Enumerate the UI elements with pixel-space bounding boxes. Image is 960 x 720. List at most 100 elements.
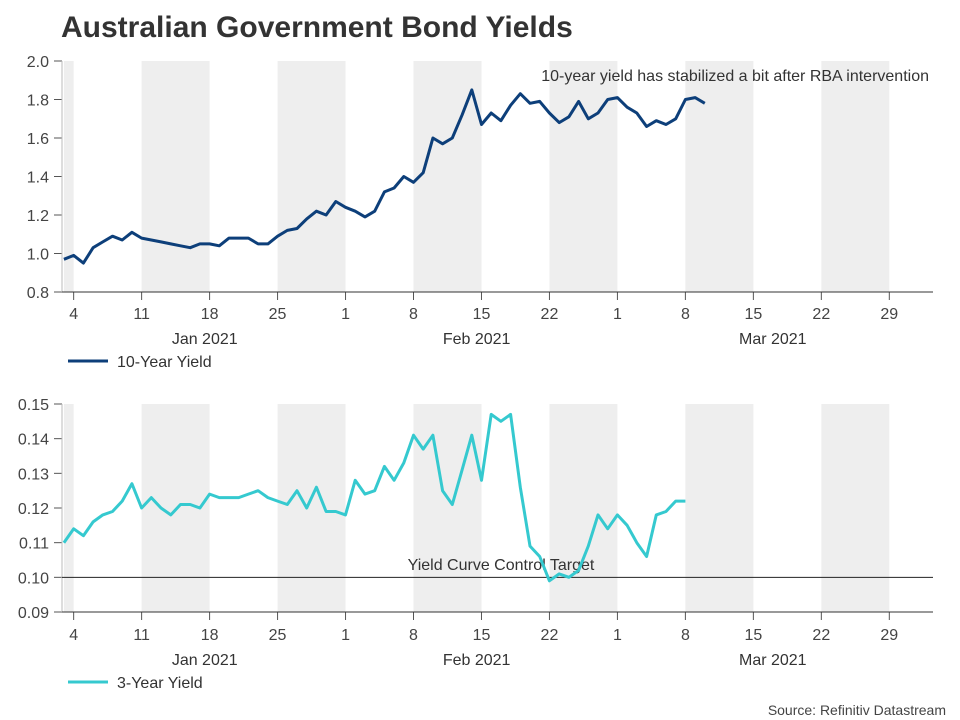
three-year-yield-line bbox=[62, 412, 686, 583]
data-point bbox=[363, 215, 367, 219]
data-point bbox=[373, 489, 377, 493]
data-point bbox=[460, 468, 464, 472]
shaded-band bbox=[277, 61, 346, 292]
three-year-yield-panel: 0.150.140.130.120.110.100.09 4 11 18 25 1 8 15… bbox=[18, 397, 933, 692]
data-point bbox=[217, 244, 221, 248]
data-point bbox=[285, 228, 289, 232]
data-point bbox=[149, 238, 153, 242]
data-point bbox=[266, 496, 270, 500]
shaded-band bbox=[63, 61, 74, 292]
x-tick-label: 8 bbox=[681, 627, 690, 644]
data-point bbox=[625, 523, 629, 527]
y-axis-ticks: 0.15 0.14 0.13 0.12 0.11 0.10 0.09 bbox=[18, 397, 63, 622]
weekend-shading-bands bbox=[63, 61, 890, 292]
data-point bbox=[91, 246, 95, 250]
data-point bbox=[693, 96, 697, 100]
data-point bbox=[178, 244, 182, 248]
data-point bbox=[596, 111, 600, 115]
data-point bbox=[227, 236, 231, 240]
data-point bbox=[140, 506, 144, 510]
data-point bbox=[149, 496, 153, 500]
month-label: Feb 2021 bbox=[443, 331, 511, 348]
x-tick-label: 15 bbox=[473, 306, 491, 323]
y-tick-label: 1.6 bbox=[27, 131, 49, 148]
data-point bbox=[586, 117, 590, 121]
target-label: Yield Curve Control Target bbox=[408, 557, 595, 574]
data-point bbox=[382, 190, 386, 194]
data-point bbox=[421, 447, 425, 451]
data-point bbox=[130, 230, 134, 234]
data-point bbox=[324, 213, 328, 217]
x-tick-label: 15 bbox=[744, 306, 762, 323]
data-point bbox=[489, 111, 493, 115]
x-tick-label: 29 bbox=[880, 306, 898, 323]
ten-year-yield-line bbox=[63, 88, 706, 265]
shaded-band bbox=[413, 61, 482, 292]
data-point bbox=[441, 142, 445, 146]
data-point bbox=[654, 119, 658, 123]
data-point bbox=[382, 464, 386, 468]
data-point bbox=[664, 123, 668, 127]
data-point bbox=[110, 234, 114, 238]
x-axis-ticks: 4 11 18 25 1 8 15 22 1 8 15 22 29 bbox=[69, 612, 898, 644]
y-tick-label: 1.2 bbox=[27, 208, 49, 225]
data-point bbox=[547, 579, 551, 583]
data-point bbox=[110, 509, 114, 513]
data-point bbox=[208, 242, 212, 246]
x-tick-label: 22 bbox=[812, 627, 830, 644]
data-point bbox=[557, 121, 561, 125]
month-label: Mar 2021 bbox=[739, 331, 807, 348]
data-point bbox=[547, 111, 551, 115]
data-point bbox=[615, 513, 619, 517]
legend-label: 3-Year Yield bbox=[117, 675, 203, 692]
data-point bbox=[509, 412, 513, 416]
data-point bbox=[528, 101, 532, 105]
shaded-band bbox=[549, 61, 618, 292]
x-tick-label: 25 bbox=[269, 627, 287, 644]
weekend-shading-bands bbox=[63, 404, 890, 612]
data-point bbox=[450, 503, 454, 507]
data-point bbox=[72, 527, 76, 531]
y-tick-label: 0.12 bbox=[18, 501, 49, 518]
data-point bbox=[606, 527, 610, 531]
data-point bbox=[256, 489, 260, 493]
shaded-band bbox=[821, 61, 890, 292]
data-point bbox=[363, 492, 367, 496]
data-point bbox=[645, 124, 649, 128]
data-point bbox=[334, 200, 338, 204]
data-point bbox=[198, 242, 202, 246]
data-point bbox=[528, 544, 532, 548]
data-point bbox=[683, 98, 687, 102]
data-point bbox=[334, 509, 338, 513]
data-point bbox=[266, 242, 270, 246]
data-point bbox=[479, 123, 483, 127]
x-tick-label: 11 bbox=[133, 627, 150, 644]
x-tick-label: 11 bbox=[133, 306, 150, 323]
data-point bbox=[324, 509, 328, 513]
data-point bbox=[81, 261, 85, 265]
data-point bbox=[596, 513, 600, 517]
chart-title: Australian Government Bond Yields bbox=[61, 11, 573, 44]
data-point bbox=[499, 419, 503, 423]
x-tick-label: 4 bbox=[69, 627, 78, 644]
data-point bbox=[130, 482, 134, 486]
data-point bbox=[159, 506, 163, 510]
data-point bbox=[674, 499, 678, 503]
data-point bbox=[276, 234, 280, 238]
data-point bbox=[344, 513, 348, 517]
y-tick-label: 1.8 bbox=[27, 93, 49, 110]
data-point bbox=[246, 236, 250, 240]
data-point bbox=[295, 226, 299, 230]
data-point bbox=[421, 171, 425, 175]
shaded-band bbox=[821, 404, 890, 612]
data-point bbox=[450, 136, 454, 140]
data-point bbox=[208, 492, 212, 496]
data-point bbox=[479, 478, 483, 482]
data-point bbox=[577, 99, 581, 103]
data-point bbox=[237, 236, 241, 240]
data-point bbox=[120, 238, 124, 242]
data-point bbox=[353, 478, 357, 482]
data-point bbox=[538, 99, 542, 103]
data-point bbox=[412, 180, 416, 184]
x-tick-label: 1 bbox=[341, 627, 350, 644]
